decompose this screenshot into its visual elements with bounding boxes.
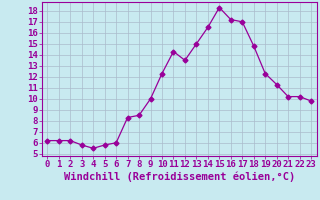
X-axis label: Windchill (Refroidissement éolien,°C): Windchill (Refroidissement éolien,°C) <box>64 172 295 182</box>
